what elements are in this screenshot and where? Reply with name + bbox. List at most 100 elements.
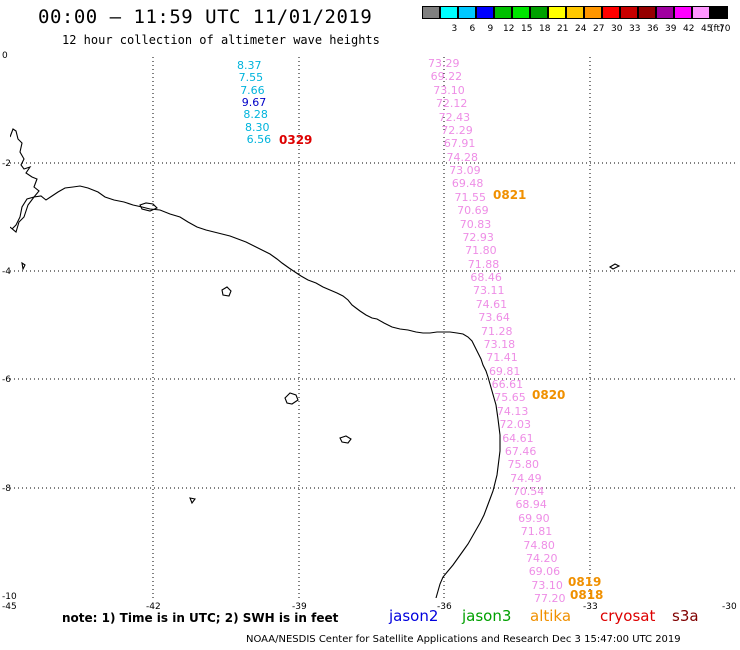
wave-height-value: 9.67	[241, 95, 267, 109]
wave-height-value: 74.80	[523, 538, 555, 552]
island-4	[339, 435, 352, 444]
island-2	[221, 286, 232, 297]
x-tick: -39	[292, 602, 307, 612]
legend-swatch	[440, 6, 458, 19]
wave-height-value: 71.28	[481, 324, 513, 338]
wave-height-value: 75.65	[494, 391, 526, 405]
island-5	[189, 497, 196, 505]
legend-swatch	[584, 6, 602, 19]
legend-swatch	[602, 6, 620, 19]
legend-label: 33	[629, 24, 641, 34]
graticule	[10, 57, 738, 598]
wave-height-value: 72.43	[438, 110, 471, 124]
island-1	[139, 202, 158, 212]
pass-time-label: 0819	[568, 575, 602, 589]
wave-height-value: 73.10	[531, 578, 563, 592]
wave-height-value: 8.28	[243, 108, 268, 122]
map-subtitle: 12 hour collection of altimeter wave hei…	[62, 33, 380, 47]
footer-credit: NOAA/NESDIS Center for Satellite Applica…	[246, 634, 681, 645]
wave-height-value: 75.80	[507, 458, 540, 472]
island-3	[284, 392, 299, 405]
wave-height-value: 69.48	[451, 177, 484, 191]
wave-height-value: 70.83	[459, 217, 492, 231]
wave-height-value: 69.90	[518, 511, 550, 525]
wave-height-value: 72.93	[462, 230, 494, 244]
wave-height-value: 69.06	[528, 565, 561, 579]
legend-swatch	[422, 6, 440, 19]
wave-height-value: 69.22	[430, 70, 463, 84]
legend-swatch	[674, 6, 692, 19]
legend-label: 27	[593, 24, 605, 34]
satellite-altika: altika	[530, 607, 572, 625]
wave-height-value: 70.54	[512, 485, 545, 498]
wave-height-value: 7.66	[240, 83, 265, 97]
legend-unit: (ft)	[710, 24, 724, 34]
y-tick: -10	[2, 592, 17, 602]
y-tick: -6	[2, 375, 11, 385]
legend-swatch	[476, 6, 494, 19]
wave-height-value: 73.29	[428, 57, 460, 70]
satellite-cryosat: cryosat	[600, 607, 656, 625]
legend-swatch	[710, 6, 728, 19]
wave-height-value: 6.56	[246, 132, 272, 146]
wave-height-value: 71.55	[454, 190, 487, 204]
y-tick: -8	[2, 484, 11, 494]
legend-label: 45	[701, 24, 713, 34]
wave-height-value: 8.37	[237, 59, 262, 72]
wave-height-value: 64.61	[502, 431, 534, 445]
island-6	[608, 263, 621, 270]
legend-label: 3	[451, 24, 458, 34]
pass-time-label: 0818	[570, 588, 604, 602]
x-tick: -30	[722, 602, 737, 612]
map-title: 00:00 – 11:59 UTC 11/01/2019	[38, 6, 373, 28]
wave-height-value: 70.69	[457, 204, 489, 218]
wave-height-value: 74.13	[496, 404, 529, 418]
legend-label: 30	[611, 24, 623, 34]
coastline-map	[10, 57, 738, 598]
legend-swatch	[494, 6, 512, 19]
legend-swatch	[530, 6, 548, 19]
coastline	[10, 128, 621, 598]
pass-time-label: 0821	[493, 188, 527, 202]
legend-label: 21	[557, 24, 569, 34]
wave-height-value: 72.29	[441, 123, 473, 137]
legend-swatch	[548, 6, 566, 19]
x-tick: -42	[146, 602, 161, 612]
wave-height-value: 77.20	[534, 592, 566, 605]
legend-label: 24	[575, 24, 587, 34]
legend-swatch	[620, 6, 638, 19]
wave-height-value: 73.10	[433, 83, 465, 97]
wave-height-value: 74.61	[475, 297, 508, 311]
legend-swatch	[458, 6, 476, 19]
coastline-north	[10, 128, 40, 230]
x-tick: -36	[437, 602, 452, 612]
wave-height-value: 67.46	[504, 444, 537, 458]
wave-height-value: 7.55	[238, 71, 264, 85]
pass-time-label: 0820	[532, 388, 566, 402]
wave-height-value: 73.64	[478, 311, 510, 325]
wave-height-value: 69.81	[488, 364, 521, 378]
legend-swatch	[512, 6, 530, 19]
wave-height-value: 74.20	[526, 551, 558, 565]
wave-height-value: 8.30	[245, 120, 270, 134]
satellite-jason2: jason2	[389, 607, 439, 625]
legend-label: 6	[469, 24, 476, 34]
legend-label: 70	[719, 24, 731, 34]
y-tick: -2	[2, 159, 11, 169]
wave-height-value: 66.61	[491, 378, 524, 391]
x-tick: -45	[2, 602, 17, 612]
satellite-s3a: s3a	[672, 607, 699, 625]
wave-height-value: 68.94	[515, 498, 547, 512]
wave-height-value: 71.88	[467, 257, 500, 271]
y-tick: 0	[2, 51, 8, 61]
wave-height-value: 71.81	[520, 525, 553, 539]
legend-label: 15	[521, 24, 533, 34]
satellite-jason3: jason3	[462, 607, 512, 625]
legend-swatch	[692, 6, 710, 19]
legend-label: 18	[539, 24, 551, 34]
wave-height-value: 71.80	[465, 244, 497, 258]
coastline-main	[10, 185, 501, 598]
legend-label: 39	[665, 24, 677, 34]
island-7	[21, 261, 26, 271]
wave-height-value: 71.41	[486, 351, 518, 365]
